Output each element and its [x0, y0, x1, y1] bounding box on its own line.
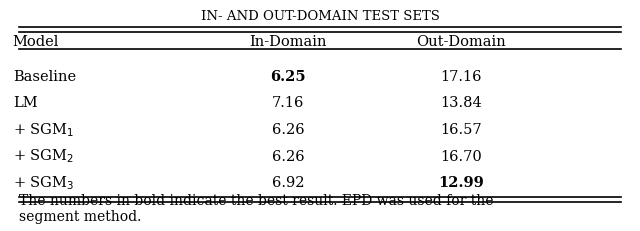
Text: IN- AND OUT-DOMAIN TEST SETS: IN- AND OUT-DOMAIN TEST SETS [200, 10, 440, 23]
Text: 13.84: 13.84 [440, 96, 482, 110]
Text: Out-Domain: Out-Domain [416, 35, 506, 49]
Text: 6.26: 6.26 [272, 149, 304, 163]
Text: In-Domain: In-Domain [249, 35, 327, 49]
Text: + SGM$_3$: + SGM$_3$ [13, 174, 74, 191]
Text: LM: LM [13, 96, 37, 110]
Text: + SGM$_2$: + SGM$_2$ [13, 147, 74, 165]
Text: 6.92: 6.92 [272, 176, 304, 189]
Text: 6.26: 6.26 [272, 122, 304, 136]
Text: 17.16: 17.16 [440, 69, 481, 83]
Text: Model: Model [13, 35, 59, 49]
Text: 16.70: 16.70 [440, 149, 482, 163]
Text: 16.57: 16.57 [440, 122, 482, 136]
Text: 7.16: 7.16 [272, 96, 304, 110]
Text: 12.99: 12.99 [438, 176, 484, 189]
Text: 6.25: 6.25 [270, 69, 306, 83]
Text: Baseline: Baseline [13, 69, 76, 83]
Text: The numbers in bold indicate the best result. EPD was used for the
segment metho: The numbers in bold indicate the best re… [19, 193, 493, 223]
Text: + SGM$_1$: + SGM$_1$ [13, 121, 74, 138]
